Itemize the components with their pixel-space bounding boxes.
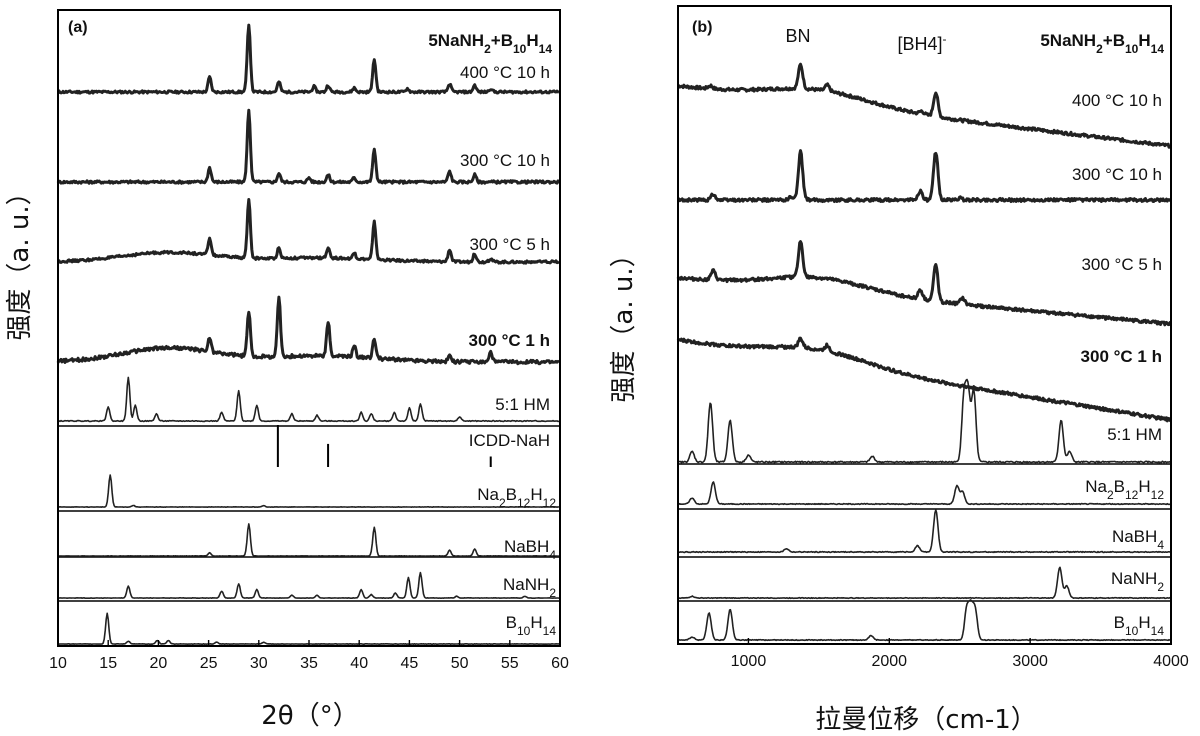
series-line-nanh2 [677,566,1172,600]
x-tick-label: 60 [551,655,569,672]
panel-a-frame [57,9,561,647]
series-line-400-c-10-h [677,62,1173,149]
panel-a-x-axis-title: 2θ（°） [261,701,358,731]
series-label-nabh4: NaBH4 [504,537,556,562]
x-tick-label: 40 [350,655,368,672]
x-tick-label: 30 [250,655,268,672]
series-label-5-1-hm: 5:1 HM [1107,425,1162,444]
series-label-5-1-hm: 5:1 HM [495,395,550,414]
series-label-na2b12h12: Na2B12H12 [1085,477,1164,502]
annotation-bh4-sup: - [943,32,947,46]
panel-b-x-axis-title: 拉曼位移（cm-1） [815,705,1037,735]
series-line-300-c-5-h [57,198,561,265]
x-tick-label: 2000 [871,653,907,670]
x-tick-label: 20 [150,655,168,672]
series-line-nabh4 [677,509,1171,554]
series-line-b10h14 [57,612,559,645]
series-label-300-c-10-h: 300 °C 10 h [460,151,550,170]
panel-a-xrd: 强度（a. u.） 400 °C 10 h 300 °C 10 h 300 °C 5… [5,9,569,731]
panel-a-title: 5NaNH2+B10H14 [428,31,552,56]
series-label-300-c-10-h: 300 °C 10 h [1072,165,1162,184]
annotation-bh4-base: [BH4] [897,34,942,54]
panel-a-plot-area: 400 °C 10 h 300 °C 10 h 300 °C 5 h 300 °C 1… [56,23,561,645]
series-line-5-1-hm [57,376,560,423]
series-line-300-c-5-h [676,240,1172,327]
x-tick-label: 50 [451,655,469,672]
series-line-5-1-hm [677,378,1171,464]
series-line-na2b12h12 [58,474,560,508]
panel-a-y-axis-title: 强度（a. u.） [5,179,35,340]
series-label-nanh2: NaNH2 [503,575,556,600]
series-label-400-c-10-h: 400 °C 10 h [460,63,550,82]
x-tick-label: 45 [401,655,419,672]
series-line-300-c-1-h [676,336,1172,423]
x-tick-label: 35 [300,655,318,672]
series-label-icdd-nah: ICDD-NaH [469,431,550,450]
x-tick-label: 10 [49,655,67,672]
series-line-300-c-1-h [56,295,560,366]
series-label-300-c-5-h: 300 °C 5 h [469,235,550,254]
series-line-nanh2 [57,571,560,599]
series-line-300-c-10-h [676,149,1172,203]
panel-b-frame [677,5,1172,645]
x-tick-label: 1000 [731,653,767,670]
series-label-b10h14: B10H14 [506,613,557,638]
x-tick-label: 4000 [1153,653,1189,670]
panel-b-y-axis-title: 强度（a. u.） [609,241,639,402]
series-label-b10h14: B10H14 [1114,613,1165,638]
panel-b-plot-area: 400 °C 10 h 300 °C 10 h 300 °C 5 h 300 °C 1… [676,62,1173,642]
annotation-bh4: [BH4]- [897,32,946,54]
series-label-na2b12h12: Na2B12H12 [477,485,556,510]
x-tick-label: 25 [200,655,218,672]
panel-a-x-ticks: 10 15 20 25 30 35 40 45 50 55 60 [49,640,569,672]
series-label-nanh2: NaNH2 [1111,569,1164,594]
series-label-300-c-5-h: 300 °C 5 h [1081,255,1162,274]
series-label-300-c-1-h: 300 °C 1 h [469,331,550,350]
panel-a-label: (a) [68,19,88,36]
x-tick-label: 3000 [1012,653,1048,670]
series-line-nabh4 [57,523,560,557]
panel-b-raman: 强度（a. u.） 400 °C 10 h 300 °C 10 h 300 °C 5… [609,5,1189,735]
series-line-300-c-10-h [56,108,561,185]
series-label-300-c-1-h: 300 °C 1 h [1081,347,1162,366]
panel-b-title: 5NaNH2+B10H14 [1040,31,1164,56]
series-line-na2b12h12 [677,481,1171,506]
panel-b-label: (b) [692,19,712,36]
series-label-400-c-10-h: 400 °C 10 h [1072,91,1162,110]
x-tick-label: 15 [99,655,117,672]
panel-b-x-ticks: 1000 2000 3000 4000 [731,638,1189,670]
x-tick-label: 55 [501,655,519,672]
series-line-b10h14 [677,599,1171,642]
annotation-bn: BN [785,26,810,46]
series-label-nabh4: NaBH4 [1112,527,1164,552]
series-line-400-c-10-h [57,23,560,95]
